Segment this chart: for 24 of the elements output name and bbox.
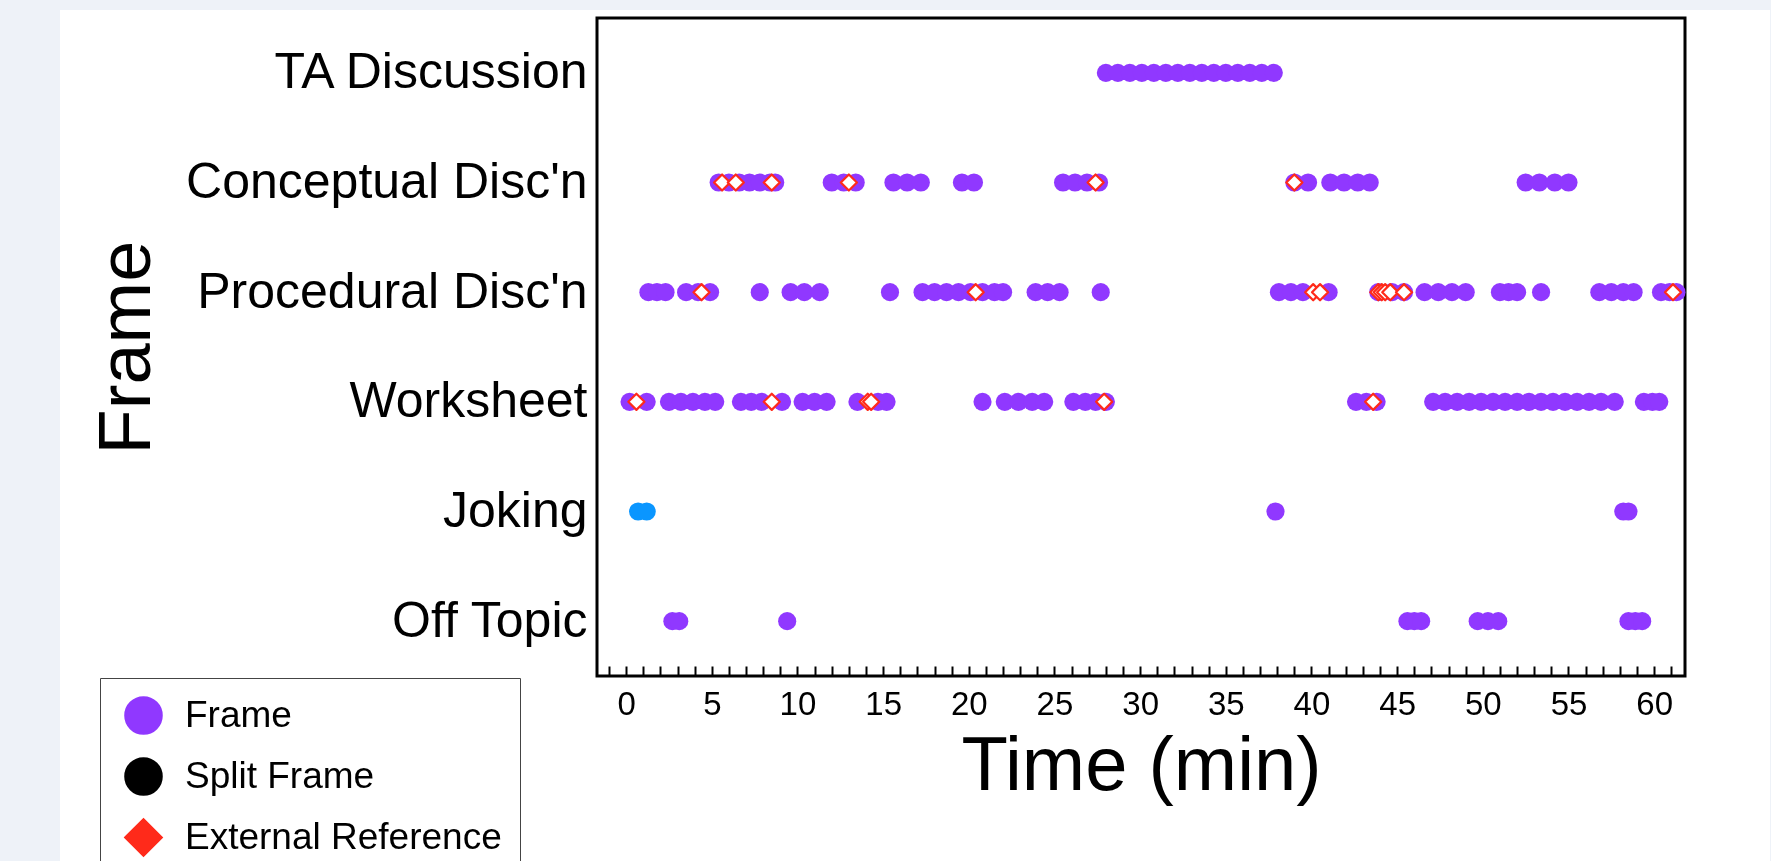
x-tick-label: 40 [1293, 684, 1331, 722]
legend-label: Split Frame [185, 754, 375, 796]
x-tick-label: 10 [779, 684, 817, 722]
x-tick-label: 45 [1379, 684, 1417, 722]
x-tick-label: 0 [617, 684, 636, 722]
legend-label: External Reference [185, 815, 502, 857]
legend-label: Frame [185, 693, 292, 735]
x-axis-title: Time (min) [961, 720, 1322, 806]
x-tick-label: 35 [1207, 684, 1245, 722]
y-axis-title: Frame [82, 240, 166, 455]
x-tick-label: 5 [703, 684, 722, 722]
x-tick-label: 25 [1036, 684, 1074, 722]
x-tick-label: 20 [950, 684, 988, 722]
y-tick-label: Procedural Disc'n [197, 262, 588, 319]
x-tick-label: 55 [1550, 684, 1588, 722]
y-tick-label: Joking [442, 482, 588, 538]
x-tick-label: 50 [1464, 684, 1502, 722]
y-tick-label: Off Topic [392, 591, 588, 648]
y-tick-label: Conceptual Disc'n [186, 153, 588, 209]
y-tick-label: TA Discussion [274, 43, 588, 100]
y-tick-label: Worksheet [349, 372, 588, 429]
x-tick-label: 30 [1122, 684, 1159, 722]
x-tick-label: 15 [865, 684, 902, 722]
x-tick-label: 60 [1636, 684, 1674, 722]
